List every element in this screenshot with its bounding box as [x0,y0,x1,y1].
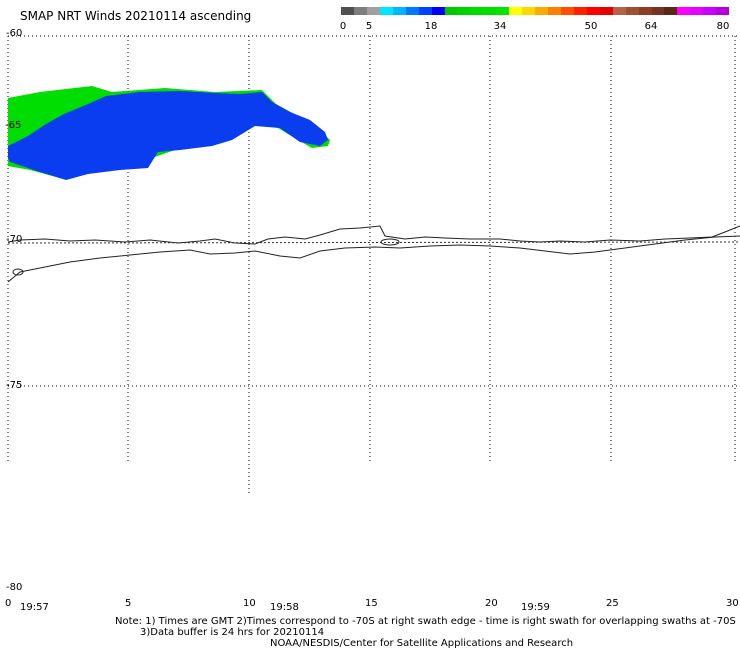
colorbar-swatch [418,7,432,15]
colorbar-swatch [496,7,510,15]
colorbar-swatch [703,7,717,15]
y-tick-label: -80 [6,582,22,593]
x-tick-label: 10 [243,598,256,609]
colorbar-swatch [392,7,406,15]
time-label: 19:59 [521,602,550,613]
colorbar-swatch [366,7,380,15]
x-tick-label: 15 [365,598,378,609]
colorbar-label: 64 [644,21,658,32]
colorbar-swatch [560,7,574,15]
colorbar-swatch [431,7,445,15]
colorbar-label: 5 [365,21,373,32]
colorbar-swatch [651,7,665,15]
y-tick-label: -65 [5,120,22,131]
y-tick-label: -60 [6,28,22,39]
footer-credit: NOAA/NESDIS/Center for Satellite Applica… [270,638,574,649]
colorbar-swatch [638,7,652,15]
colorbar-swatch [444,7,458,15]
colorbar-swatch [716,7,730,15]
colorbar-swatch [548,7,561,15]
colorbar-swatch [625,7,639,15]
colorbar-swatch [470,7,484,15]
colorbar-label: 50 [584,21,598,32]
coastline-path [7,225,740,245]
colorbar-swatch [509,7,523,15]
x-tick-label: 20 [485,598,498,609]
colorbar-label: 18 [424,21,438,32]
coastline-path [7,235,740,283]
colorbar-swatch [405,7,419,15]
colorbar-swatch [573,7,587,15]
colorbar-swatch [341,7,354,15]
footer-note: 3)Data buffer is 24 hrs for 20210114 [140,627,325,638]
colorbar-swatch [353,7,367,15]
island-outline [12,268,24,276]
colorbar-swatch [535,7,548,15]
x-tick-label: 0 [5,598,11,609]
x-tick-label: 30 [726,598,739,609]
ice-shelf-edge [7,241,740,244]
y-tick-label: -70 [6,234,22,245]
colorbar-swatch [379,7,393,15]
colorbar-swatch [483,7,497,15]
y-tick-label: -75 [6,380,22,391]
map-title: SMAP NRT Winds 20210114 ascending [20,9,252,23]
colorbar-swatch [457,7,471,15]
wind-speed-colorbar [341,7,730,15]
footer-note: Note: 1) Times are GMT 2)Times correspon… [115,616,736,627]
colorbar-swatch [677,7,691,15]
ice-shelf-line [7,241,740,244]
colorbar-swatch [586,7,600,15]
coastline [7,225,740,283]
time-label: 19:57 [20,602,49,613]
colorbar-label: 34 [493,21,507,32]
colorbar-swatch [599,7,613,15]
x-tick-label: 25 [606,598,619,609]
time-label: 19:58 [270,602,299,613]
colorbar-swatch [690,7,704,15]
x-tick-label: 5 [125,598,131,609]
colorbar-swatch [522,7,536,15]
colorbar-label: 0 [339,21,347,32]
wind-swath-blue [8,91,328,180]
colorbar-label: 80 [716,21,730,32]
colorbar-swatch [612,7,626,15]
colorbar-swatch [664,7,678,15]
